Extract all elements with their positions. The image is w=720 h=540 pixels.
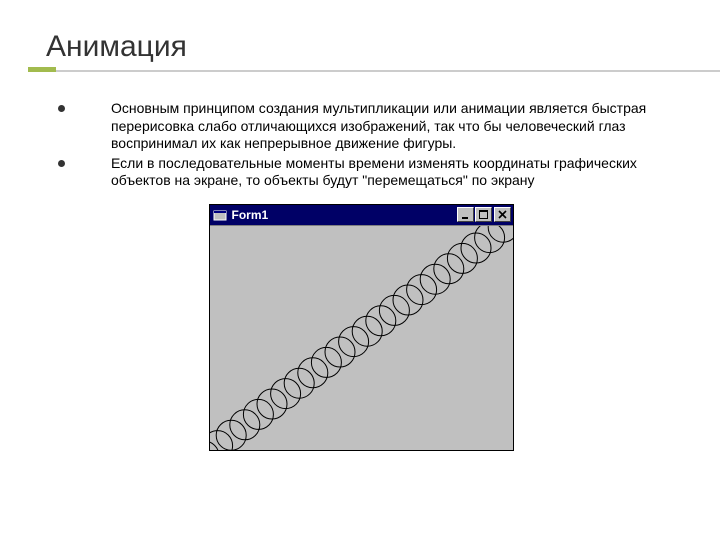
app-icon	[212, 207, 228, 223]
close-button[interactable]	[494, 207, 511, 222]
bullet-item: Основным принципом создания мультипликац…	[58, 100, 664, 153]
title-accent	[28, 67, 56, 72]
title-rule	[41, 70, 720, 72]
bullet-icon	[58, 160, 65, 167]
bullet-text: Основным принципом создания мультипликац…	[111, 100, 664, 153]
bullet-item: Если в последовательные моменты времени …	[58, 155, 664, 190]
window-title: Form1	[232, 208, 456, 222]
window-container: Form1	[58, 204, 664, 451]
minimize-button[interactable]	[457, 207, 474, 222]
slide-body: Основным принципом создания мультипликац…	[46, 100, 674, 451]
maximize-button[interactable]	[475, 207, 492, 222]
animation-canvas	[210, 226, 513, 450]
slide: Анимация Основным принципом создания мул…	[0, 0, 720, 481]
slide-title: Анимация	[46, 30, 674, 70]
window-client	[210, 225, 513, 450]
titlebar[interactable]: Form1	[210, 205, 513, 225]
bullet-icon	[58, 105, 65, 112]
title-block: Анимация	[46, 30, 674, 70]
bullet-text: Если в последовательные моменты времени …	[111, 155, 664, 190]
app-window: Form1	[209, 204, 514, 451]
